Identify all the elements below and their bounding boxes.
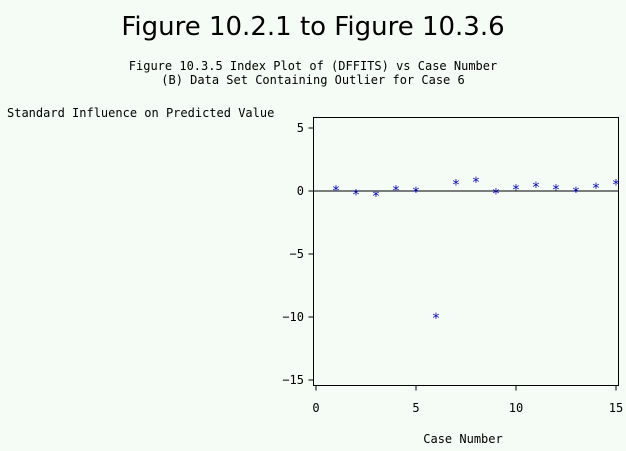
y-axis-label: Standard Influence on Predicted Value [7,106,274,120]
y-tick-label: 0 [297,184,304,198]
data-point: * [332,184,340,200]
data-point: * [532,180,540,196]
data-point: * [352,188,360,204]
chart-subtitle-line-1: Figure 10.3.5 Index Plot of (DFFITS) vs … [129,59,497,73]
data-point: * [412,185,420,201]
y-tick-label: −15 [282,373,304,387]
y-tick-label: 5 [297,121,304,135]
data-point: * [492,186,500,202]
y-tick-label: −5 [290,247,304,261]
plot-frame [313,117,619,386]
data-point: * [512,182,520,198]
data-point: * [432,311,440,327]
x-tick-label: 10 [509,401,523,415]
data-point: * [552,182,560,198]
chart-subtitle-line-2: (B) Data Set Containing Outlier for Case… [161,73,464,87]
x-axis-label: Case Number [423,432,502,446]
data-point: * [572,185,580,201]
y-tick-label: −10 [282,310,304,324]
y-axis-ticks: 5 0 −5 −10 −15 [282,121,314,387]
x-tick-label: 15 [609,401,623,415]
chart-title: Figure 10.2.1 to Figure 10.3.6 [121,12,504,42]
x-axis-ticks: 0 5 10 15 [312,385,623,415]
data-point: * [472,175,480,191]
x-tick-label: 0 [312,401,319,415]
data-point: * [392,184,400,200]
data-points: * * * * * * * * * * * * * * * [332,175,620,327]
x-tick-label: 5 [412,401,419,415]
data-point: * [372,189,380,205]
data-point: * [452,177,460,193]
data-point: * [592,181,600,197]
data-point: * [612,177,620,193]
